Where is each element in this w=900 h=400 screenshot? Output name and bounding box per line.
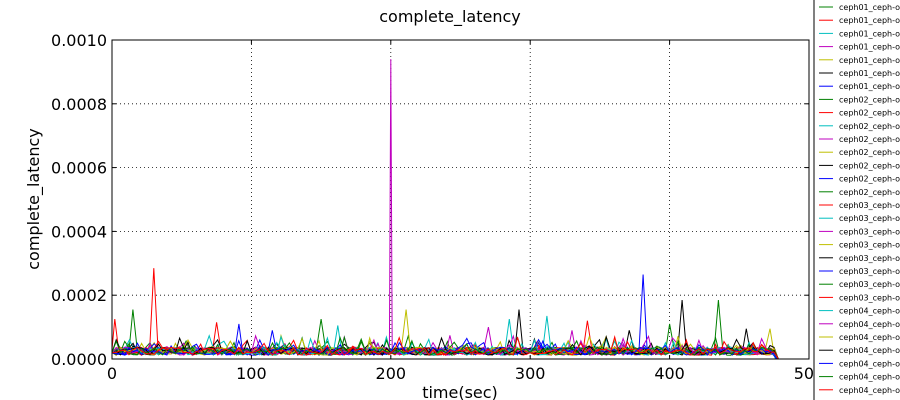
legend-label: ceph03_ceph-o xyxy=(839,280,900,289)
legend-label: ceph03_ceph-o xyxy=(839,214,900,223)
x-tick-label: 400 xyxy=(654,364,685,383)
legend-label: ceph02_ceph-o xyxy=(839,175,900,184)
tick-marks xyxy=(111,39,810,360)
legend-label: ceph02_ceph-o xyxy=(839,188,900,197)
legend-label: ceph02_ceph-o xyxy=(839,148,900,157)
legend-label: ceph03_ceph-o xyxy=(839,293,900,302)
plot-frame xyxy=(111,39,810,360)
chart-title: complete_latency xyxy=(379,7,521,27)
series-layer xyxy=(111,59,779,360)
legend-label: ceph04_ceph-o xyxy=(839,307,900,316)
x-tick-label: 300 xyxy=(515,364,546,383)
x-axis-title: time(sec) xyxy=(422,383,498,400)
y-tick-label: 0.0010 xyxy=(51,31,107,50)
series-line xyxy=(111,334,779,360)
legend-label: ceph04_ceph-o xyxy=(839,320,900,329)
legend-label: ceph02_ceph-o xyxy=(839,95,900,104)
legend-label: ceph01_ceph-o xyxy=(839,43,900,52)
legend-label: ceph03_ceph-o xyxy=(839,254,900,263)
legend-label: ceph01_ceph-o xyxy=(839,29,900,38)
y-tick-label: 0.0004 xyxy=(51,222,107,241)
x-tick-label: 100 xyxy=(236,364,267,383)
legend-label: ceph01_ceph-o xyxy=(839,82,900,91)
legend-label: ceph03_ceph-o xyxy=(839,227,900,236)
legend-label: ceph03_ceph-o xyxy=(839,267,900,276)
grid-lines xyxy=(112,40,809,359)
legend-label: ceph02_ceph-o xyxy=(839,161,900,170)
legend-label: ceph04_ceph-o xyxy=(839,386,900,395)
legend: ceph01_ceph-oceph01_ceph-oceph01_ceph-oc… xyxy=(813,0,900,400)
legend-label: ceph04_ceph-o xyxy=(839,359,900,368)
y-tick-label: 0.0008 xyxy=(51,95,107,114)
legend-label: ceph03_ceph-o xyxy=(839,201,900,210)
legend-label: ceph01_ceph-o xyxy=(839,16,900,25)
y-axis-title: complete_latency xyxy=(24,128,44,270)
legend-label: ceph01_ceph-o xyxy=(839,69,900,78)
legend-label: ceph02_ceph-o xyxy=(839,109,900,118)
y-tick-labels: 0.0000 0.0002 0.0004 0.0006 0.0008 0.0010 xyxy=(51,31,107,369)
legend-label: ceph01_ceph-o xyxy=(839,56,900,65)
legend-label: ceph02_ceph-o xyxy=(839,135,900,144)
y-tick-label: 0.0006 xyxy=(51,159,107,178)
y-tick-label: 0.0000 xyxy=(51,350,107,369)
legend-label: ceph03_ceph-o xyxy=(839,241,900,250)
x-tick-labels: 0 100 200 300 400 500 xyxy=(107,364,824,383)
legend-label: ceph04_ceph-o xyxy=(839,333,900,342)
y-tick-label: 0.0002 xyxy=(51,286,107,305)
plot-background xyxy=(112,40,809,359)
x-tick-label: 200 xyxy=(376,364,407,383)
legend-label: ceph04_ceph-o xyxy=(839,346,900,355)
legend-label: ceph02_ceph-o xyxy=(839,122,900,131)
legend-frame xyxy=(813,0,900,400)
x-tick-label: 0 xyxy=(107,364,117,383)
legend-label: ceph01_ceph-o xyxy=(839,3,900,12)
legend-label: ceph04_ceph-o xyxy=(839,373,900,382)
series-line xyxy=(111,336,779,360)
